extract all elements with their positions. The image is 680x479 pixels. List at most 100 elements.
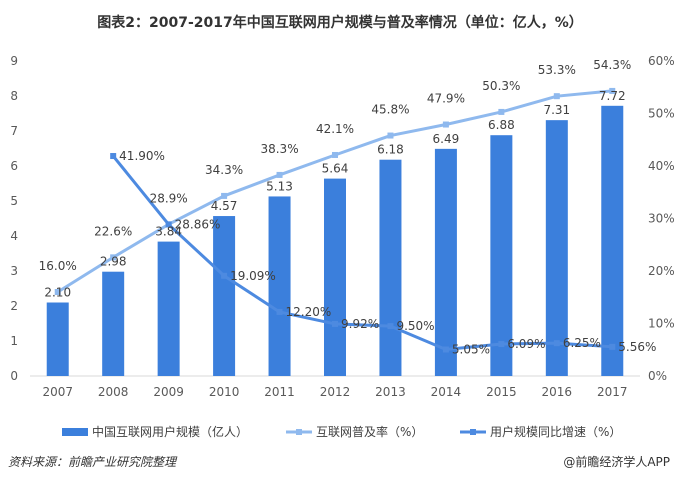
legend-swatch-bar — [62, 428, 88, 436]
bar — [434, 148, 457, 376]
bar-label: 2.10 — [44, 286, 71, 300]
y-left-tick: 8 — [10, 89, 18, 103]
growth-label: 19.09% — [230, 269, 276, 283]
bar — [490, 135, 513, 376]
bar — [379, 159, 402, 376]
bar-label: 3.84 — [155, 225, 182, 239]
penetration-marker — [498, 108, 505, 115]
y-right-tick: 40% — [648, 159, 675, 173]
bar-label: 6.88 — [488, 118, 515, 132]
y-right-tick: 20% — [648, 264, 675, 278]
x-tick: 2016 — [542, 385, 573, 399]
y-left-tick: 4 — [10, 229, 18, 243]
y-left-tick: 0 — [10, 369, 18, 383]
bar — [213, 216, 236, 376]
growth-label: 9.50% — [396, 319, 434, 333]
x-tick: 2017 — [597, 385, 628, 399]
x-tick: 2014 — [431, 385, 462, 399]
bar-label: 6.49 — [433, 132, 460, 146]
bar — [324, 178, 346, 376]
penetration-label: 47.9% — [427, 92, 465, 106]
y-right-tick: 10% — [648, 317, 675, 331]
penetration-marker — [332, 151, 338, 158]
growth-label: 5.56% — [618, 340, 656, 354]
y-left-tick: 3 — [10, 264, 18, 278]
growth-marker — [553, 340, 560, 347]
y-left-tick: 1 — [10, 334, 18, 348]
growth-label: 28.86% — [175, 217, 221, 231]
bar — [102, 271, 125, 376]
penetration-label: 16.0% — [39, 259, 77, 273]
bar-label: 5.64 — [322, 162, 349, 176]
growth-marker — [332, 320, 338, 327]
growth-marker — [442, 346, 449, 353]
penetration-marker — [609, 87, 616, 94]
x-tick: 2009 — [153, 385, 184, 399]
growth-marker — [221, 272, 228, 279]
growth-label: 41.90% — [119, 149, 165, 163]
penetration-label: 22.6% — [94, 224, 132, 238]
x-tick: 2012 — [320, 385, 351, 399]
growth-line — [112, 155, 613, 352]
growth-marker — [609, 343, 616, 350]
legend-label: 用户规模同比增速（%） — [490, 424, 621, 439]
penetration-label: 50.3% — [482, 79, 520, 93]
growth-marker — [498, 341, 505, 348]
y-left-tick: 6 — [10, 159, 18, 173]
legend-label: 中国互联网用户规模（亿人） — [92, 424, 248, 439]
x-tick: 2010 — [209, 385, 240, 399]
bar-label: 5.13 — [266, 179, 293, 193]
growth-marker — [387, 323, 394, 330]
legend-marker — [296, 429, 302, 435]
source-note: 资料来源：前瞻产业研究院整理 — [8, 455, 177, 469]
penetration-label: 54.3% — [593, 58, 631, 72]
growth-label: 9.92% — [341, 317, 379, 331]
credit-note: @前瞻经济学人APP — [563, 455, 670, 469]
y-right-tick: 50% — [648, 107, 675, 121]
bar-label: 7.31 — [543, 103, 570, 117]
bar-label: 6.18 — [377, 143, 404, 157]
growth-label: 6.25% — [563, 336, 601, 350]
penetration-marker — [54, 289, 61, 295]
bar — [46, 302, 69, 376]
penetration-marker — [110, 254, 117, 261]
y-right-tick: 30% — [648, 212, 675, 226]
penetration-label: 45.8% — [371, 103, 409, 117]
x-tick: 2008 — [98, 385, 129, 399]
penetration-label: 53.3% — [538, 63, 576, 77]
x-tick: 2013 — [375, 385, 406, 399]
bar-label: 4.57 — [211, 199, 238, 213]
bar-label: 2.98 — [100, 255, 127, 269]
bar-label: 7.72 — [599, 89, 626, 103]
y-right-tick: 0% — [648, 369, 667, 383]
bar — [601, 105, 624, 377]
y-left-tick: 5 — [10, 194, 18, 208]
growth-marker — [165, 221, 172, 228]
growth-marker — [276, 308, 283, 315]
y-left-tick: 9 — [10, 54, 18, 68]
bar — [157, 241, 180, 376]
y-right-tick: 60% — [648, 54, 675, 68]
y-left-tick: 2 — [10, 299, 18, 313]
penetration-marker — [221, 192, 228, 199]
x-tick: 2015 — [486, 385, 517, 399]
growth-marker — [110, 153, 117, 160]
penetration-marker — [387, 132, 394, 139]
x-tick: 2011 — [264, 385, 295, 399]
growth-label: 6.09% — [507, 337, 545, 351]
bar — [545, 120, 568, 377]
y-left-tick: 7 — [10, 124, 18, 138]
legend-label: 互联网普及率（%） — [316, 424, 423, 439]
penetration-marker — [276, 171, 283, 178]
chart-title: 图表2：2007-2017年中国互联网用户规模与普及率情况（单位：亿人，%） — [97, 15, 583, 31]
penetration-marker — [553, 93, 560, 100]
legend-marker — [470, 429, 476, 435]
penetration-label: 38.3% — [260, 142, 298, 156]
growth-label: 12.20% — [286, 305, 332, 319]
penetration-marker — [442, 121, 449, 128]
x-tick: 2007 — [42, 385, 73, 399]
penetration-label: 42.1% — [316, 122, 354, 136]
bar — [268, 196, 291, 376]
